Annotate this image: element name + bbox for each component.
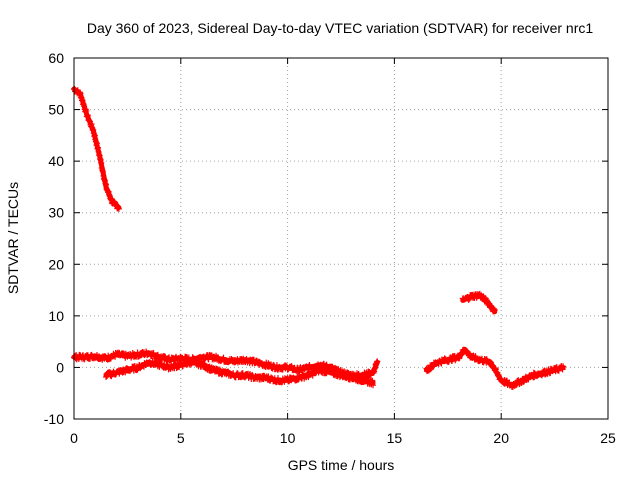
series-points bbox=[423, 346, 567, 390]
y-tick-label: 30 bbox=[48, 205, 64, 221]
x-tick-label: 5 bbox=[177, 430, 185, 446]
x-tick-label: 20 bbox=[493, 430, 509, 446]
x-tick-label: 15 bbox=[387, 430, 403, 446]
tick-layer: 0 5 10 15 20 25 -10 0 10 20 30 40 50 60 bbox=[44, 50, 616, 446]
x-tick-label: 10 bbox=[280, 430, 296, 446]
y-tick-label: -10 bbox=[44, 411, 64, 427]
series-points bbox=[103, 357, 377, 389]
y-tick-label: 60 bbox=[48, 50, 64, 66]
y-tick-label: 0 bbox=[56, 359, 64, 375]
data-layer bbox=[71, 85, 567, 390]
x-axis-title: GPS time / hours bbox=[288, 457, 395, 473]
y-axis-title: SDTVAR / TECUs bbox=[5, 182, 21, 294]
y-tick-label: 10 bbox=[48, 308, 64, 324]
series-points bbox=[71, 85, 122, 212]
x-tick-label: 25 bbox=[600, 430, 616, 446]
plot-frame bbox=[73, 57, 609, 420]
series-afternoon-arc bbox=[459, 290, 498, 315]
y-tick-label: 40 bbox=[48, 153, 64, 169]
series-points bbox=[459, 290, 498, 315]
x-tick-label: 0 bbox=[70, 430, 78, 446]
y-tick-label: 50 bbox=[48, 102, 64, 118]
chart-title: Day 360 of 2023, Sidereal Day-to-day VTE… bbox=[87, 20, 593, 36]
series-main-trace-b bbox=[103, 357, 377, 389]
y-tick-label: 20 bbox=[48, 256, 64, 272]
series-afternoon-trace bbox=[423, 346, 567, 390]
series-steep-decline-early bbox=[71, 85, 122, 212]
